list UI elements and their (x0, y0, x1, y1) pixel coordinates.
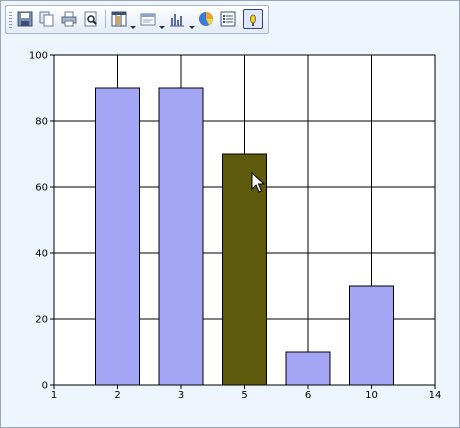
bar-5[interactable] (222, 153, 267, 386)
y-tick-label: 60 (35, 183, 48, 194)
print-preview-icon (84, 11, 97, 27)
data-grid-button[interactable] (109, 9, 129, 29)
y-tick-label: 40 (35, 249, 48, 260)
pointer-button[interactable] (243, 9, 263, 29)
toolbar-separator (105, 10, 106, 28)
x-tick-label: 2 (114, 390, 120, 401)
pie-chart-button[interactable] (196, 9, 216, 29)
x-tick-label: 3 (178, 390, 184, 401)
border-style-dropdown-arrow[interactable] (159, 26, 165, 29)
y-tick-label: 20 (35, 315, 48, 326)
print-preview-button[interactable] (81, 9, 101, 29)
chart-type-button[interactable] (167, 9, 187, 29)
chart-type-dropdown-arrow[interactable] (189, 26, 195, 29)
toolbar-grip[interactable] (9, 12, 12, 28)
save-button[interactable] (15, 9, 35, 29)
legend-icon (220, 11, 236, 27)
border-style-button[interactable] (138, 9, 158, 29)
mouse-cursor-icon (251, 172, 265, 193)
y-tick-label: 80 (35, 117, 48, 128)
print-icon (61, 11, 77, 27)
save-icon (17, 11, 33, 27)
border-style-icon (140, 13, 156, 26)
y-tick-label: 0 (42, 381, 48, 392)
bar-3[interactable] (158, 87, 204, 386)
copy-button[interactable] (37, 9, 57, 29)
x-tick-label: 1 (51, 390, 57, 401)
bar-6[interactable] (285, 351, 331, 386)
bar-chart[interactable]: 0 20 40 60 80 100 1 2 3 5 6 10 14 (5, 37, 455, 421)
data-grid-dropdown-arrow[interactable] (130, 26, 136, 29)
x-tick-label: 14 (429, 390, 442, 401)
copy-icon (39, 11, 54, 27)
pointer-icon (250, 14, 256, 26)
legend-button[interactable] (218, 9, 238, 29)
data-grid-icon (111, 11, 127, 27)
pie-chart-icon (199, 12, 213, 26)
bar-2[interactable] (95, 87, 140, 386)
chart-area: 0 20 40 60 80 100 1 2 3 5 6 10 14 (5, 37, 455, 421)
y-tick-label: 100 (29, 51, 48, 62)
bar-10[interactable] (349, 285, 394, 386)
x-tick-label: 10 (365, 390, 378, 401)
chart-type-icon (170, 14, 184, 27)
x-tick-label: 6 (305, 390, 311, 401)
x-tick-label: 5 (241, 390, 247, 401)
print-button[interactable] (59, 9, 79, 29)
toolbar (5, 5, 269, 34)
